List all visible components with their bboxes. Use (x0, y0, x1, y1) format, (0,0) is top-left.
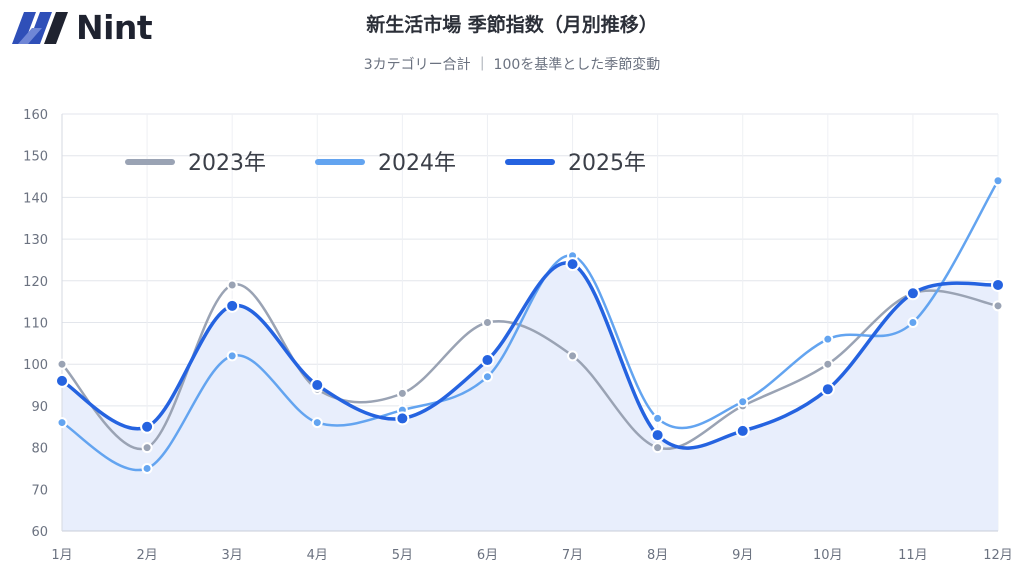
data-point (55, 373, 69, 388)
series-area-fill (62, 262, 998, 531)
data-point (820, 382, 835, 397)
legend-label: 2025年 (568, 151, 646, 176)
data-point (735, 423, 750, 438)
data-point (480, 353, 495, 368)
brand-name: Nint (76, 8, 153, 47)
data-point (141, 442, 153, 454)
y-tick-label: 90 (31, 400, 48, 415)
y-tick-label: 160 (23, 108, 48, 123)
data-point (652, 412, 664, 424)
data-point (395, 411, 410, 426)
data-point (905, 286, 920, 301)
data-point (226, 279, 238, 291)
x-tick-label: 8月 (647, 548, 668, 563)
brand-logo: Nint (10, 8, 153, 47)
x-tick-label: 7月 (562, 548, 583, 563)
x-tick-label: 4月 (307, 548, 328, 563)
x-tick-label: 12月 (983, 548, 1013, 563)
data-point (140, 419, 155, 434)
x-tick-label: 3月 (222, 548, 243, 563)
x-tick-label: 6月 (477, 548, 498, 563)
chart-subtitle: 3カテゴリー合計 ｜ 100を基準とした季節変動 (363, 57, 661, 73)
x-tick-label: 11月 (898, 548, 928, 563)
data-point (822, 333, 834, 345)
data-point (992, 300, 1004, 312)
data-point (226, 350, 238, 362)
data-point (650, 428, 665, 443)
x-tick-label: 2月 (136, 548, 157, 563)
data-point (311, 417, 323, 429)
data-point (822, 358, 834, 370)
y-tick-label: 70 (31, 483, 48, 498)
x-tick-label: 10月 (813, 548, 843, 563)
y-tick-label: 120 (23, 275, 48, 290)
data-point (225, 298, 240, 313)
data-point (567, 350, 579, 362)
legend-label: 2024年 (378, 151, 456, 176)
x-tick-label: 1月 (51, 548, 72, 563)
nint-logo-icon (12, 11, 68, 44)
y-tick-label: 150 (23, 150, 48, 165)
data-point (481, 317, 493, 328)
y-tick-label: 130 (23, 233, 48, 248)
data-point (141, 462, 153, 474)
x-tick-label: 9月 (732, 548, 753, 563)
y-tick-label: 100 (23, 358, 48, 373)
legend-label: 2023年 (188, 151, 266, 176)
y-tick-label: 60 (31, 525, 48, 540)
data-point (565, 257, 580, 272)
y-tick-label: 140 (23, 191, 48, 206)
y-tick-label: 80 (31, 442, 48, 457)
data-point (481, 371, 493, 383)
data-point (991, 277, 1005, 292)
data-point (310, 378, 325, 393)
y-tick-label: 110 (23, 317, 48, 332)
data-point (992, 175, 1004, 187)
data-point (907, 317, 919, 328)
x-tick-label: 5月 (392, 548, 413, 563)
data-point (737, 396, 749, 408)
chart-title: 新生活市場 季節指数（月別推移） (366, 14, 658, 36)
data-point (652, 442, 664, 454)
data-point (396, 387, 408, 399)
data-point (56, 417, 68, 429)
data-point (56, 358, 68, 370)
